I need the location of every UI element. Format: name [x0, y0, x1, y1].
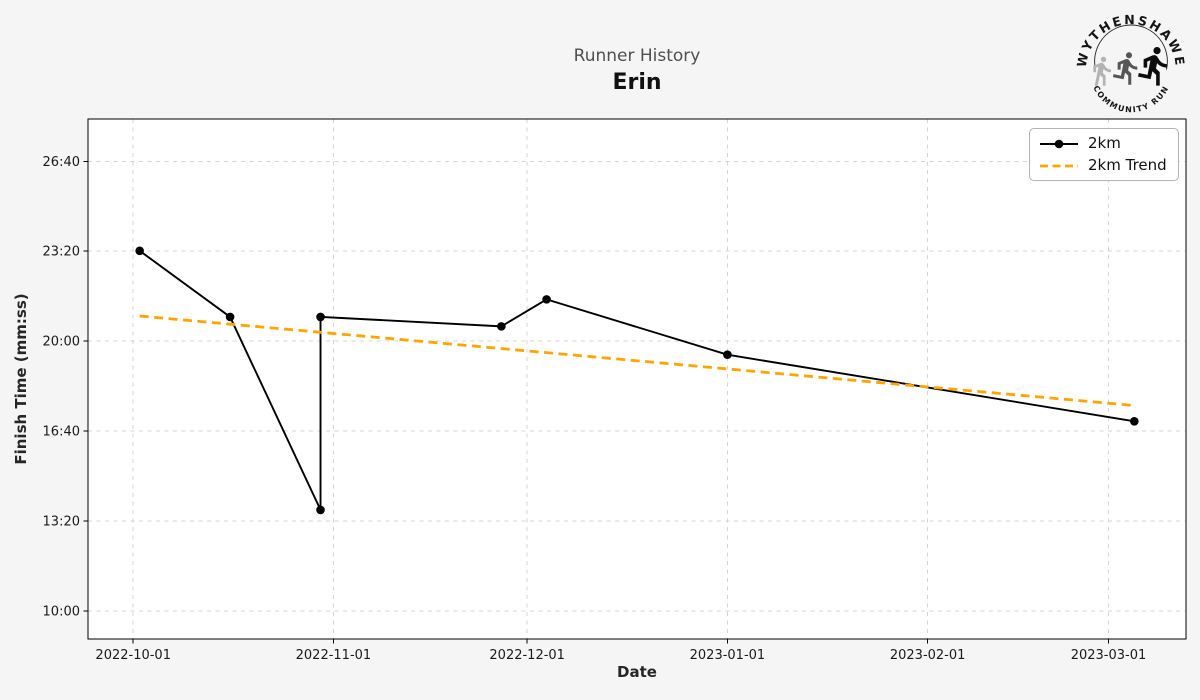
data-point: [316, 505, 325, 515]
runner-icon-mid: [1112, 52, 1138, 85]
legend-dashed-line-icon: [1040, 164, 1078, 167]
y-tick-label: 23:20: [43, 245, 80, 260]
logo-top-text: WYTHENSHAWE: [1075, 12, 1187, 68]
data-point: [1130, 416, 1139, 426]
legend-label: 2km: [1088, 134, 1121, 152]
runner-name-subtitle: Erin: [612, 70, 662, 95]
chart-title: Runner History: [573, 46, 701, 66]
logo-inner-arc: [1094, 24, 1168, 70]
x-tick-label: 2022-10-01: [95, 648, 171, 663]
runner-icon-dark: [1138, 47, 1167, 86]
wythenshawe-community-run-logo: WYTHENSHAWE COMMUNITY RUN: [1075, 12, 1187, 114]
data-point: [497, 322, 506, 331]
legend-item-2km-trend: 2km Trend: [1039, 158, 1167, 173]
y-tick-label: 16:40: [43, 425, 80, 440]
walker-icon-light: [1093, 56, 1111, 86]
series-2km: [139, 250, 1135, 511]
y-tick-label: 13:20: [43, 515, 80, 530]
plot-area: [88, 119, 1186, 639]
x-tick-label: 2022-12-01: [489, 648, 565, 663]
x-tick-label: 2023-02-01: [890, 648, 966, 663]
data-point: [542, 295, 551, 304]
plot-border: [87, 118, 1187, 640]
data-point: [723, 350, 732, 360]
x-tick-label: 2023-01-01: [690, 648, 766, 663]
y-tick-label: 10:00: [43, 605, 80, 620]
x-tick-label: 2022-11-01: [296, 648, 372, 663]
legend-line-marker-icon: [1040, 139, 1078, 148]
data-point: [135, 246, 144, 256]
data-point: [316, 312, 325, 322]
legend-label: 2km Trend: [1088, 156, 1167, 174]
y-tick-label: 20:00: [43, 335, 80, 350]
x-tick-label: 2023-03-01: [1071, 648, 1147, 663]
legend: 2km 2km Trend: [1029, 128, 1179, 181]
x-axis-label: Date: [617, 663, 657, 681]
y-axis-label: Finish Time (mm:ss): [12, 293, 30, 465]
legend-item-2km: 2km: [1039, 136, 1167, 151]
series-2km-trend: [139, 314, 1135, 407]
data-point: [225, 312, 235, 322]
logo-bottom-text: COMMUNITY RUN: [1091, 84, 1170, 114]
y-tick-label: 26:40: [43, 155, 80, 170]
